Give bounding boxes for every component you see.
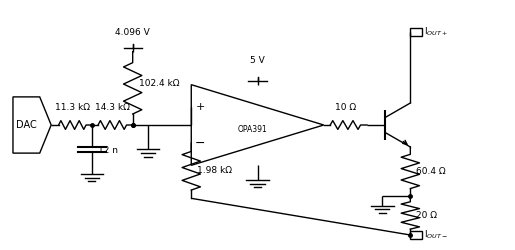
Text: 102.4 kΩ: 102.4 kΩ (139, 79, 179, 88)
Text: I$_{OUT-}$: I$_{OUT-}$ (424, 229, 448, 241)
Text: 5 V: 5 V (250, 56, 265, 65)
Text: 12 n: 12 n (98, 146, 118, 155)
Text: 10 Ω: 10 Ω (335, 102, 356, 112)
Text: −: − (195, 137, 205, 150)
Text: DAC: DAC (16, 120, 37, 130)
Text: +: + (196, 102, 205, 112)
Bar (410, 231, 422, 239)
Text: 4.096 V: 4.096 V (115, 28, 150, 37)
Text: 1.98 kΩ: 1.98 kΩ (197, 166, 232, 175)
Text: I$_{OUT+}$: I$_{OUT+}$ (424, 26, 448, 38)
Text: 11.3 kΩ: 11.3 kΩ (55, 102, 90, 112)
Bar (410, 28, 422, 36)
Text: 60.4 Ω: 60.4 Ω (417, 167, 446, 176)
Text: 14.3 kΩ: 14.3 kΩ (95, 102, 130, 112)
Text: OPA391: OPA391 (237, 126, 267, 134)
Text: 20 Ω: 20 Ω (417, 211, 437, 220)
